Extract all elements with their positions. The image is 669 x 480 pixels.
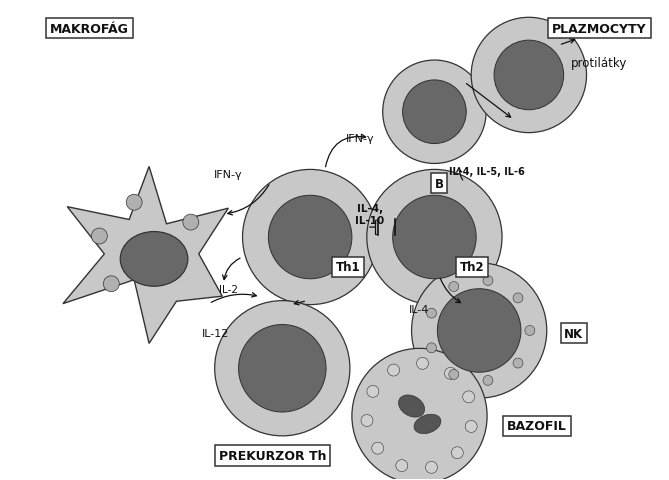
Circle shape [425,461,438,473]
Circle shape [449,370,459,380]
Text: PREKURZOR Th: PREKURZOR Th [219,449,326,462]
Polygon shape [63,167,228,344]
Circle shape [513,293,523,303]
Circle shape [403,81,466,144]
Ellipse shape [120,232,188,287]
Ellipse shape [399,395,425,417]
Text: IL-2: IL-2 [219,284,238,294]
Circle shape [215,301,350,436]
Circle shape [367,170,502,305]
Text: PLAZMOCYTY: PLAZMOCYTY [552,23,647,36]
Text: MAKROFÁG: MAKROFÁG [50,23,129,36]
Text: IL-12: IL-12 [202,329,229,339]
Circle shape [352,348,487,480]
Circle shape [483,376,493,385]
Circle shape [239,325,326,412]
Text: Th2: Th2 [460,261,484,274]
Text: NK: NK [564,327,583,340]
Circle shape [372,442,384,454]
Circle shape [103,276,119,292]
Circle shape [393,196,476,279]
Circle shape [452,447,464,459]
Circle shape [463,391,474,403]
Circle shape [427,309,436,318]
Text: IFN-γ: IFN-γ [214,170,243,180]
Circle shape [183,215,199,230]
Text: IFN-γ: IFN-γ [346,133,374,144]
Ellipse shape [414,414,441,434]
Circle shape [411,264,547,398]
Circle shape [396,460,407,472]
Circle shape [513,359,523,368]
Text: IL-4: IL-4 [409,304,429,314]
Circle shape [494,41,564,110]
Circle shape [361,415,373,427]
Circle shape [126,195,142,211]
Text: protilátky: protilátky [571,57,628,70]
Text: IL-4,
IL-10: IL-4, IL-10 [355,204,385,226]
Circle shape [417,358,428,370]
Circle shape [92,228,107,244]
Circle shape [444,368,456,380]
Circle shape [243,170,378,305]
Circle shape [427,343,436,353]
Circle shape [465,420,477,432]
Circle shape [387,364,399,376]
Text: Th1: Th1 [336,261,360,274]
Circle shape [367,385,379,397]
Text: B: B [435,178,444,191]
Circle shape [471,18,587,133]
Circle shape [449,282,459,292]
Circle shape [438,289,521,372]
Circle shape [483,276,493,286]
Text: IL-4, IL-5, IL-6: IL-4, IL-5, IL-6 [450,167,525,177]
Text: BAZOFIL: BAZOFIL [507,420,567,432]
Circle shape [383,61,486,164]
Circle shape [268,196,352,279]
Circle shape [525,326,535,336]
